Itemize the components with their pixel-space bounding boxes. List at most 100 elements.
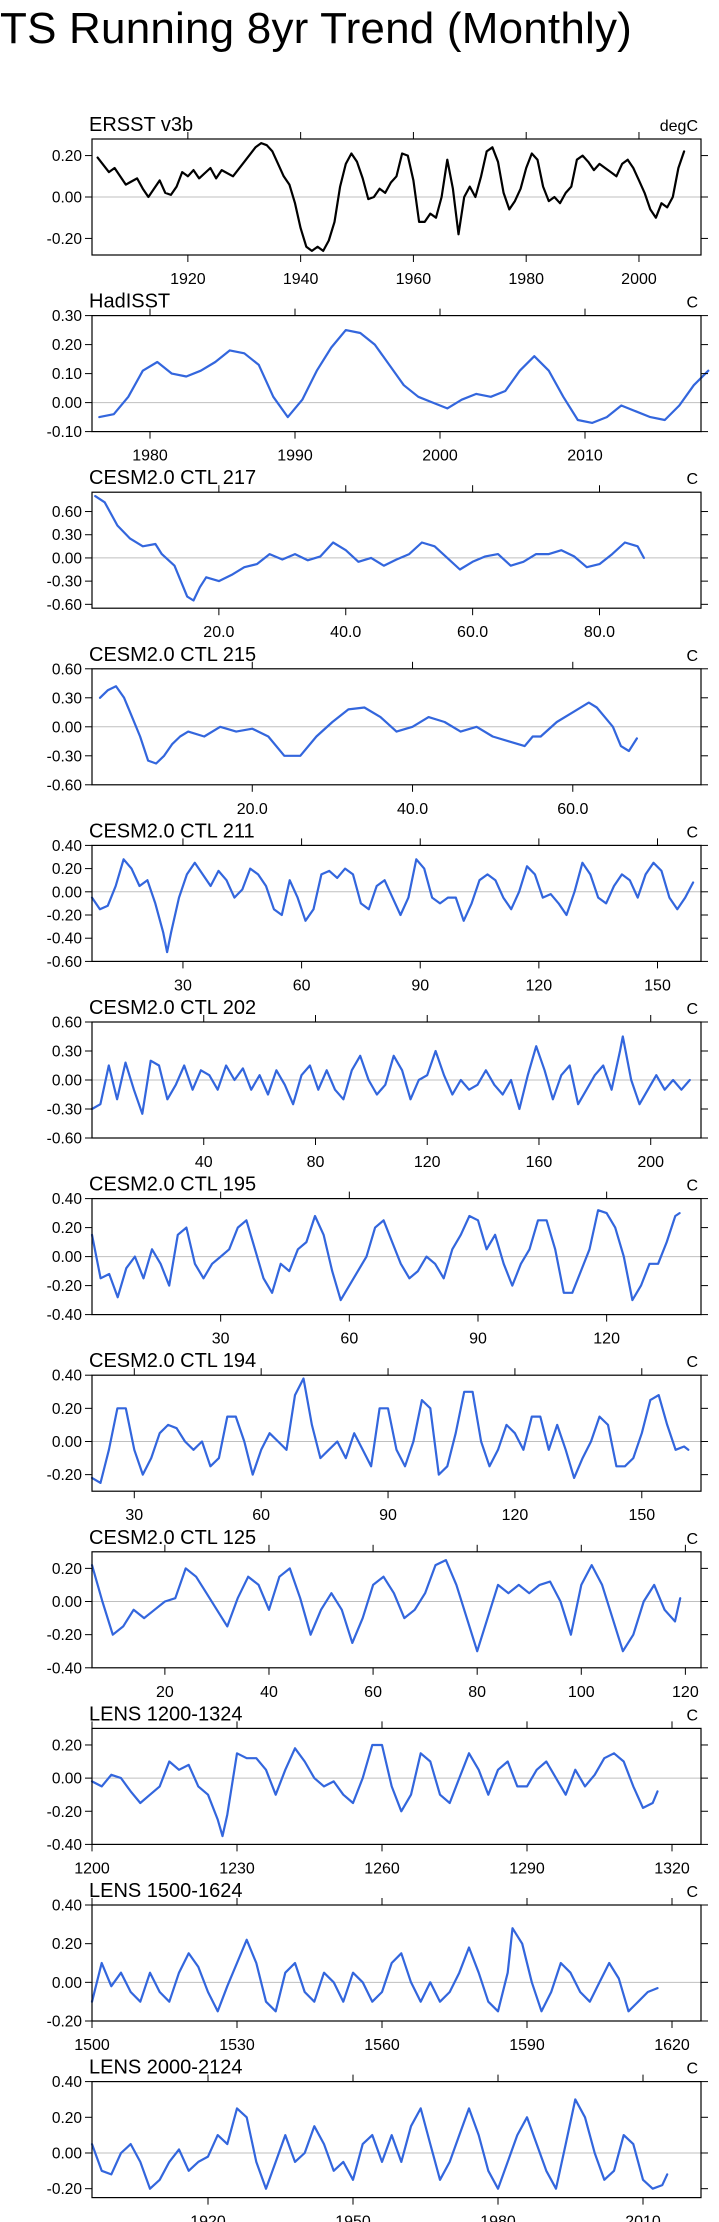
chart-panel: LENS 2000-2124 C 1920 1950 1980 2010 0.40 0.20 0…: [47, 2057, 708, 2222]
y-tick-label: 0.00: [52, 1434, 83, 1451]
x-tick-label: 40: [260, 1684, 278, 1701]
panel-units: C: [686, 824, 698, 841]
x-tick-label: 20.0: [237, 801, 268, 818]
panel-title: ERSST v3b: [89, 114, 193, 136]
y-tick-label: -0.20: [47, 1627, 83, 1644]
x-tick-label: 120: [502, 1507, 529, 1524]
chart-panel: CESM2.0 CTL 125 C 20 40 60 80 100 120 0.20 0.00 -0…: [47, 1527, 708, 1701]
x-tick-label: 150: [644, 977, 671, 994]
x-tick-label: 1920: [190, 2214, 226, 2222]
x-tick-label: 1230: [219, 1860, 255, 1877]
y-tick-label: 0.60: [52, 504, 83, 521]
x-tick-label: 40.0: [397, 801, 428, 818]
series-line: [90, 858, 695, 954]
x-tick-label: 20.0: [203, 624, 234, 641]
series-line: [96, 142, 686, 252]
x-tick-label: 60.0: [457, 624, 488, 641]
x-tick-label: 90: [411, 977, 429, 994]
panel-units: C: [686, 1707, 698, 1724]
y-tick-label: 0.00: [52, 884, 83, 901]
y-tick-label: 0.30: [52, 1044, 83, 1061]
y-tick-label: 0.00: [52, 1073, 83, 1090]
y-tick-label: -0.30: [47, 1102, 83, 1119]
y-tick-label: -0.20: [47, 231, 83, 248]
y-tick-label: -0.60: [47, 1131, 83, 1148]
series-line: [98, 685, 639, 765]
x-tick-label: 120: [672, 1684, 699, 1701]
y-tick-label: 0.20: [52, 861, 83, 878]
y-tick-label: 0.30: [52, 308, 83, 325]
x-tick-label: 40: [195, 1154, 213, 1171]
y-tick-label: 0.20: [52, 1936, 83, 1953]
y-tick-label: 0.00: [52, 550, 83, 567]
chart-panel: HadISST C 1980 1990 2000 2010 0.30 0.20 0.10 0.00…: [47, 291, 710, 465]
y-tick-label: 0.10: [52, 366, 83, 383]
x-tick-label: 20: [156, 1684, 174, 1701]
panel-units: degC: [660, 118, 698, 135]
y-tick-label: 0.20: [52, 1401, 83, 1418]
panel-title: CESM2.0 CTL 217: [89, 467, 256, 489]
x-tick-label: 80.0: [584, 624, 615, 641]
y-tick-label: -0.30: [47, 574, 83, 591]
panel-title: LENS 2000-2124: [89, 2057, 242, 2079]
y-tick-label: 0.00: [52, 719, 83, 736]
panel-title: CESM2.0 CTL 202: [89, 997, 256, 1019]
y-tick-label: -0.40: [47, 1307, 83, 1324]
chart-panel: CESM2.0 CTL 211 C 30 60 90 120 150 0.40 0.20 0.00…: [47, 820, 708, 994]
plot-frame: [91, 1551, 702, 1669]
x-tick-label: 30: [212, 1331, 230, 1348]
series-line: [90, 1743, 659, 1838]
page-title: TS Running 8yr Trend (Monthly): [0, 4, 633, 53]
x-tick-label: 1920: [170, 271, 206, 288]
y-tick-label: 0.30: [52, 527, 83, 544]
x-tick-label: 1500: [74, 2037, 110, 2054]
series-line: [90, 1035, 691, 1115]
x-tick-label: 1620: [654, 2037, 690, 2054]
x-tick-label: 160: [526, 1154, 553, 1171]
x-tick-label: 1980: [480, 2214, 516, 2222]
plot-frame: [91, 844, 702, 963]
x-tick-label: 1260: [364, 1860, 400, 1877]
panel-units: C: [686, 1531, 698, 1548]
series-line: [90, 1927, 659, 2013]
y-tick-label: -0.20: [47, 2014, 83, 2031]
chart-panel: CESM2.0 CTL 194 C 30 60 90 120 150 0.40 0.20 0.00…: [47, 1350, 708, 1524]
panel-title: LENS 1500-1624: [89, 1880, 242, 1902]
x-tick-label: 60: [293, 977, 311, 994]
series-line: [90, 1209, 681, 1302]
chart-panel: LENS 1200-1324 C 1200 1230 1260 1290 1320 0.20 0…: [47, 1703, 708, 1877]
x-tick-label: 150: [628, 1507, 655, 1524]
y-tick-label: -0.20: [47, 908, 83, 925]
y-tick-label: 0.00: [52, 1975, 83, 1992]
x-tick-label: 100: [568, 1684, 595, 1701]
panel-title: CESM2.0 CTL 195: [89, 1174, 256, 1196]
x-tick-label: 80: [307, 1154, 325, 1171]
panel-title: LENS 1200-1324: [89, 1703, 242, 1725]
panel-units: C: [686, 1178, 698, 1195]
y-tick-label: 0.00: [52, 1249, 83, 1266]
panel-units: C: [686, 1354, 698, 1371]
x-tick-label: 60: [364, 1684, 382, 1701]
y-tick-label: 0.20: [52, 1561, 83, 1578]
y-tick-label: 0.30: [52, 690, 83, 707]
y-tick-label: 0.40: [52, 1191, 83, 1208]
x-tick-label: 30: [125, 1507, 143, 1524]
x-tick-label: 60: [252, 1507, 270, 1524]
y-tick-label: 0.40: [52, 2074, 83, 2091]
y-tick-label: -0.20: [47, 1467, 83, 1484]
panel-units: C: [686, 471, 698, 488]
y-tick-label: 0.20: [52, 148, 83, 165]
x-tick-label: 1200: [74, 1860, 110, 1877]
y-tick-label: -0.60: [47, 954, 83, 971]
chart-panel: CESM2.0 CTL 215 C 20.0 40.0 60.0 0.60 0.30 0.00…: [47, 644, 708, 818]
y-tick-label: 0.20: [52, 2110, 83, 2127]
y-tick-label: -0.20: [47, 1804, 83, 1821]
series-line: [90, 1377, 690, 1485]
y-tick-label: 0.40: [52, 1898, 83, 1915]
y-tick-label: -0.20: [47, 1278, 83, 1295]
plot-frame: [91, 1727, 702, 1846]
panel-units: C: [686, 1001, 698, 1018]
chart-panel: LENS 1500-1624 C 1500 1530 1560 1590 1620 0.40 0…: [47, 1880, 708, 2054]
